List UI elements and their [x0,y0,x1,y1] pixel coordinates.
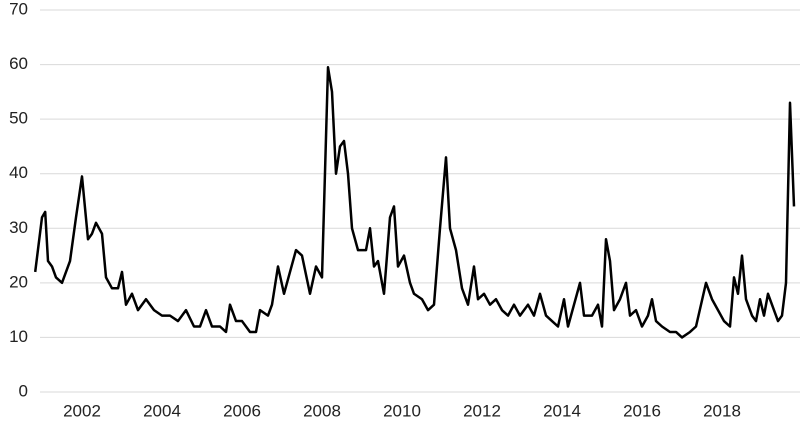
y-tick-label: 70 [9,0,28,18]
y-tick-label: 60 [9,54,28,73]
y-tick-label: 50 [9,109,28,128]
x-tick-label: 2010 [383,401,421,420]
y-tick-label: 40 [9,163,28,182]
x-tick-label: 2012 [463,401,501,420]
y-tick-label: 10 [9,327,28,346]
y-tick-label: 0 [19,381,28,400]
data-line [33,66,796,339]
x-tick-label: 2004 [143,401,181,420]
x-tick-label: 2018 [703,401,741,420]
x-tick-label: 2016 [623,401,661,420]
x-tick-label: 2002 [63,401,101,420]
y-tick-label: 30 [9,218,28,237]
x-tick-label: 2008 [303,401,341,420]
y-tick-label: 20 [9,272,28,291]
x-tick-label: 2014 [543,401,581,420]
x-tick-label: 2006 [223,401,261,420]
